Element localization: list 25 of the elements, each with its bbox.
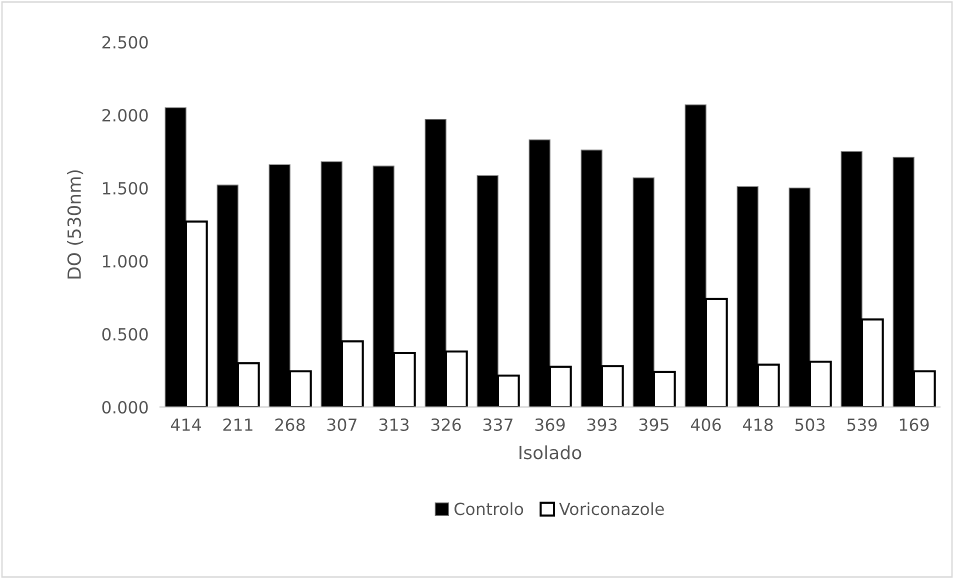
y-tick-label: 0.000: [102, 400, 148, 414]
y-tick-label: 2.000: [102, 108, 148, 122]
y-tick-label: 0.500: [102, 328, 148, 341]
y-axis-title: DO (530nm): [67, 170, 84, 278]
x-axis-title: Isolado: [520, 445, 582, 460]
x-tick-label: 418: [742, 418, 773, 432]
legend-label: Voriconazole: [559, 502, 664, 516]
x-tick-label: 307: [327, 418, 356, 432]
x-tick-label: 369: [535, 418, 565, 432]
legend-label: Controlo: [454, 502, 524, 516]
x-tick-label: 414: [170, 418, 201, 431]
x-tick-label: 326: [431, 418, 461, 432]
x-tick-label: 337: [483, 418, 512, 432]
x-tick-label: 169: [900, 418, 929, 432]
x-tick-label: 406: [690, 418, 721, 432]
x-tick-label: 395: [639, 418, 668, 432]
x-tick-label: 211: [223, 418, 252, 431]
x-tick-label: 313: [379, 418, 409, 432]
y-tick-label: 2.500: [102, 36, 148, 49]
y-tick-label: 1.000: [103, 254, 148, 268]
x-tick-label: 539: [847, 418, 877, 432]
x-tick-label: 503: [795, 418, 825, 432]
x-tick-label: 393: [587, 418, 617, 432]
y-tick-label: 1.500: [103, 182, 148, 195]
x-tick-label: 268: [275, 418, 305, 432]
